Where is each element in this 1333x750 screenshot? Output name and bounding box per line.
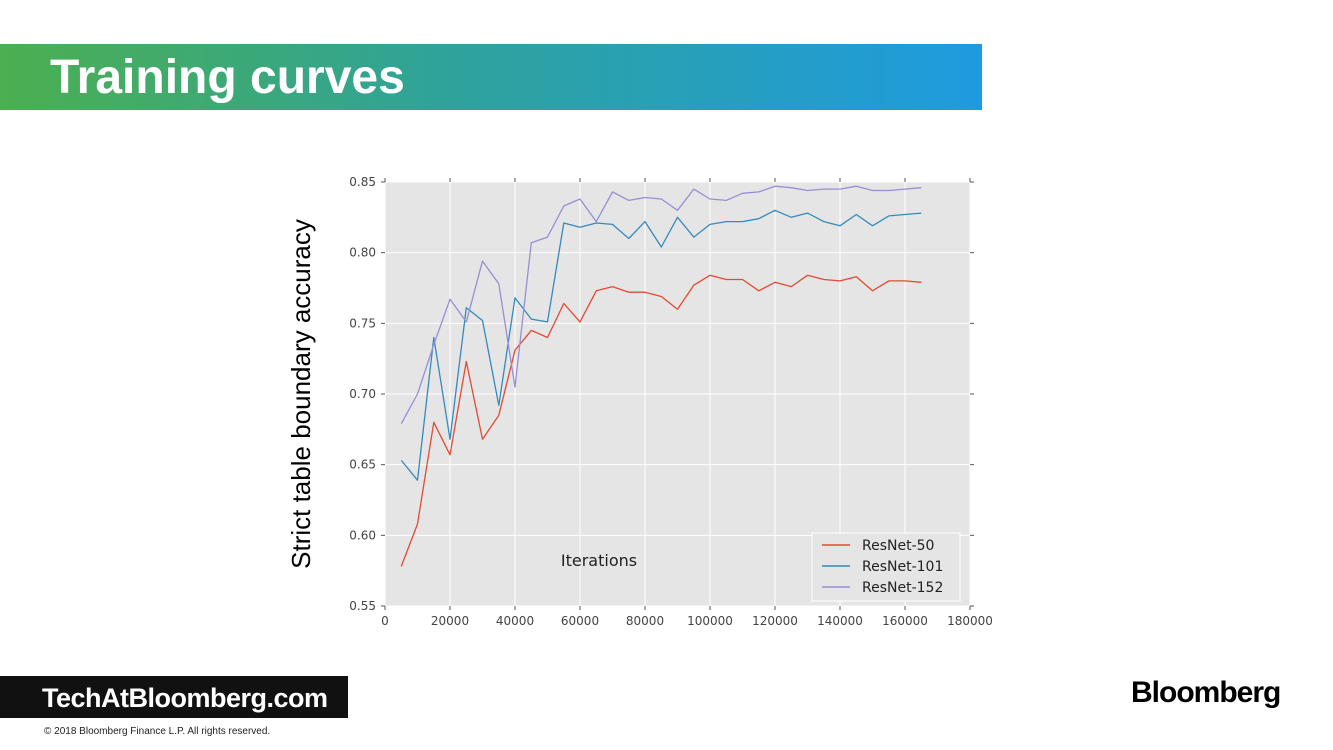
series-lines: [400, 185, 922, 567]
x-tick-label: 60000: [561, 614, 599, 628]
x-tick-label: 160000: [882, 614, 928, 628]
grid: [384, 181, 971, 607]
title-bar: Training curves: [0, 44, 982, 110]
y-axis-label: Strict table boundary accuracy: [286, 219, 316, 569]
copyright-notice: © 2018 Bloomberg Finance L.P. All rights…: [44, 726, 271, 737]
x-tick-label: 120000: [752, 614, 798, 628]
slide-title: Training curves: [50, 51, 405, 104]
series-line-resnet-101: [400, 209, 922, 481]
y-tick-label: 0.80: [349, 246, 376, 260]
bloomberg-logo: Bloomberg: [1131, 676, 1281, 709]
y-tick-label: 0.85: [349, 175, 376, 189]
legend: ResNet-50 ResNet-101 ResNet-152: [811, 532, 961, 602]
x-tick-label: 20000: [431, 614, 469, 628]
series-line-resnet-50: [400, 274, 922, 567]
x-tick-label: 100000: [687, 614, 733, 628]
footer-brand-badge: TechAtBloomberg.com: [0, 676, 348, 718]
x-tick-label: 140000: [817, 614, 863, 628]
legend-label: ResNet-152: [862, 580, 943, 596]
x-tick-label: 0: [381, 614, 389, 628]
y-tick-label: 0.55: [349, 599, 376, 613]
y-tick-label: 0.75: [349, 316, 376, 330]
legend-label: ResNet-50: [862, 538, 934, 554]
series-line-resnet-152: [400, 185, 922, 425]
legend-label: ResNet-101: [862, 559, 943, 575]
footer-brand-text: TechAtBloomberg.com: [42, 683, 328, 713]
x-tick-label: 180000: [947, 614, 993, 628]
x-axis-label: Iterations: [561, 551, 637, 570]
x-tick-label: 40000: [496, 614, 534, 628]
y-tick-label: 0.60: [349, 528, 376, 542]
ticks: 0 20000 40000 60000 80000 100000 120000 140000 1…: [349, 175, 993, 628]
x-tick-label: 80000: [626, 614, 664, 628]
y-tick-label: 0.70: [349, 387, 376, 401]
y-tick-label: 0.65: [349, 458, 376, 472]
